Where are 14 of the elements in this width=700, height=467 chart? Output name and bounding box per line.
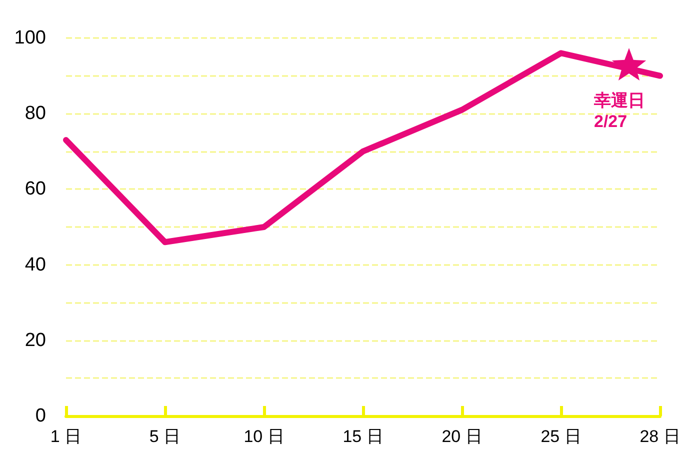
y-tick-label: 100 — [14, 28, 46, 48]
y-tick-label: 80 — [24, 103, 46, 124]
x-tick-label: 20 日 — [442, 427, 482, 446]
y-tick-label: 20 — [24, 330, 46, 351]
x-tick-label: 15 日 — [342, 427, 384, 446]
x-tick-label: 5 日 — [149, 427, 181, 446]
x-tick-label: 25 日 — [540, 427, 582, 446]
y-tick-label: 0 — [35, 406, 46, 426]
x-tick-label: 1 日 — [50, 427, 82, 446]
x-tick-label: 28 日 — [640, 427, 680, 446]
x-tick-label: 10 日 — [244, 427, 284, 446]
y-tick-label: 60 — [24, 178, 46, 200]
annotation: 幸運日 2/27 — [593, 91, 645, 131]
y-tick-label: 40 — [24, 254, 46, 276]
